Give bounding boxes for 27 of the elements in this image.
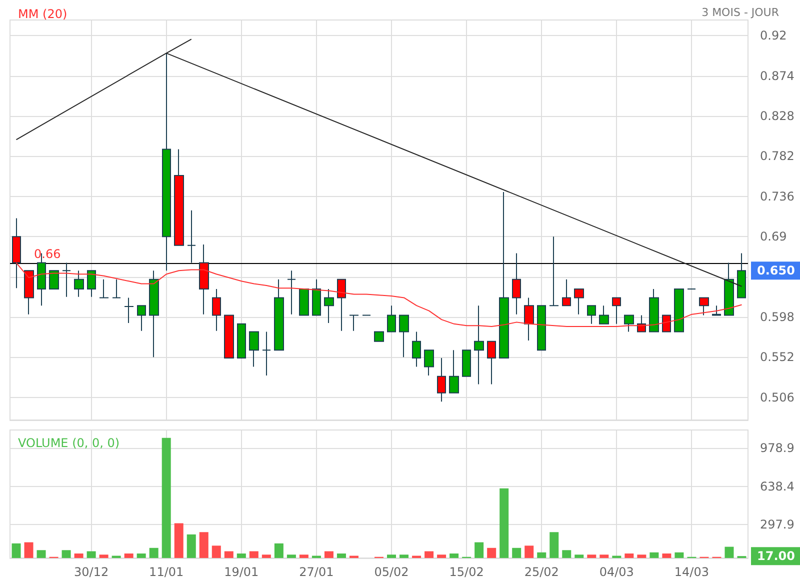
- x-tick-label: 19/01: [224, 565, 259, 579]
- y-tick-label: 0.69: [760, 230, 787, 244]
- y-tick-label: 0.92: [760, 28, 787, 43]
- x-tick-label: 05/02: [374, 565, 409, 579]
- text: 17.00: [757, 549, 795, 564]
- y-tick-label: 0.828: [760, 109, 794, 124]
- x-tick-label: 15/02: [449, 565, 484, 579]
- text: 0.650: [757, 264, 795, 278]
- ref-line-label: 0.66: [34, 246, 61, 261]
- y-tick-label: 0.552: [760, 350, 794, 364]
- x-tick-label: 11/01: [149, 565, 184, 579]
- text: VOLUME (0, 0, 0): [18, 436, 120, 450]
- y-tick-label: 0.736: [760, 189, 794, 204]
- y-tick-label: 978.9: [760, 441, 794, 456]
- chart-subtitle: 3 MOIS - JOUR: [702, 6, 780, 19]
- y-tick-label: 0.506: [760, 390, 794, 404]
- y-tick-label: 0.782: [760, 149, 794, 164]
- x-tick-label: 04/03: [599, 565, 634, 579]
- y-tick-label: 0.598: [760, 310, 794, 324]
- x-tick-label: 25/02: [524, 565, 559, 579]
- y-tick-label: 297.9: [760, 518, 794, 532]
- x-tick-label: 30/12: [74, 565, 109, 579]
- x-tick-label: 14/03: [674, 565, 710, 579]
- x-tick-label: 27/01: [299, 565, 334, 579]
- y-tick-label: 0.874: [760, 68, 794, 83]
- text: MM (20): [18, 7, 68, 21]
- y-tick-label: 638.4: [760, 479, 794, 494]
